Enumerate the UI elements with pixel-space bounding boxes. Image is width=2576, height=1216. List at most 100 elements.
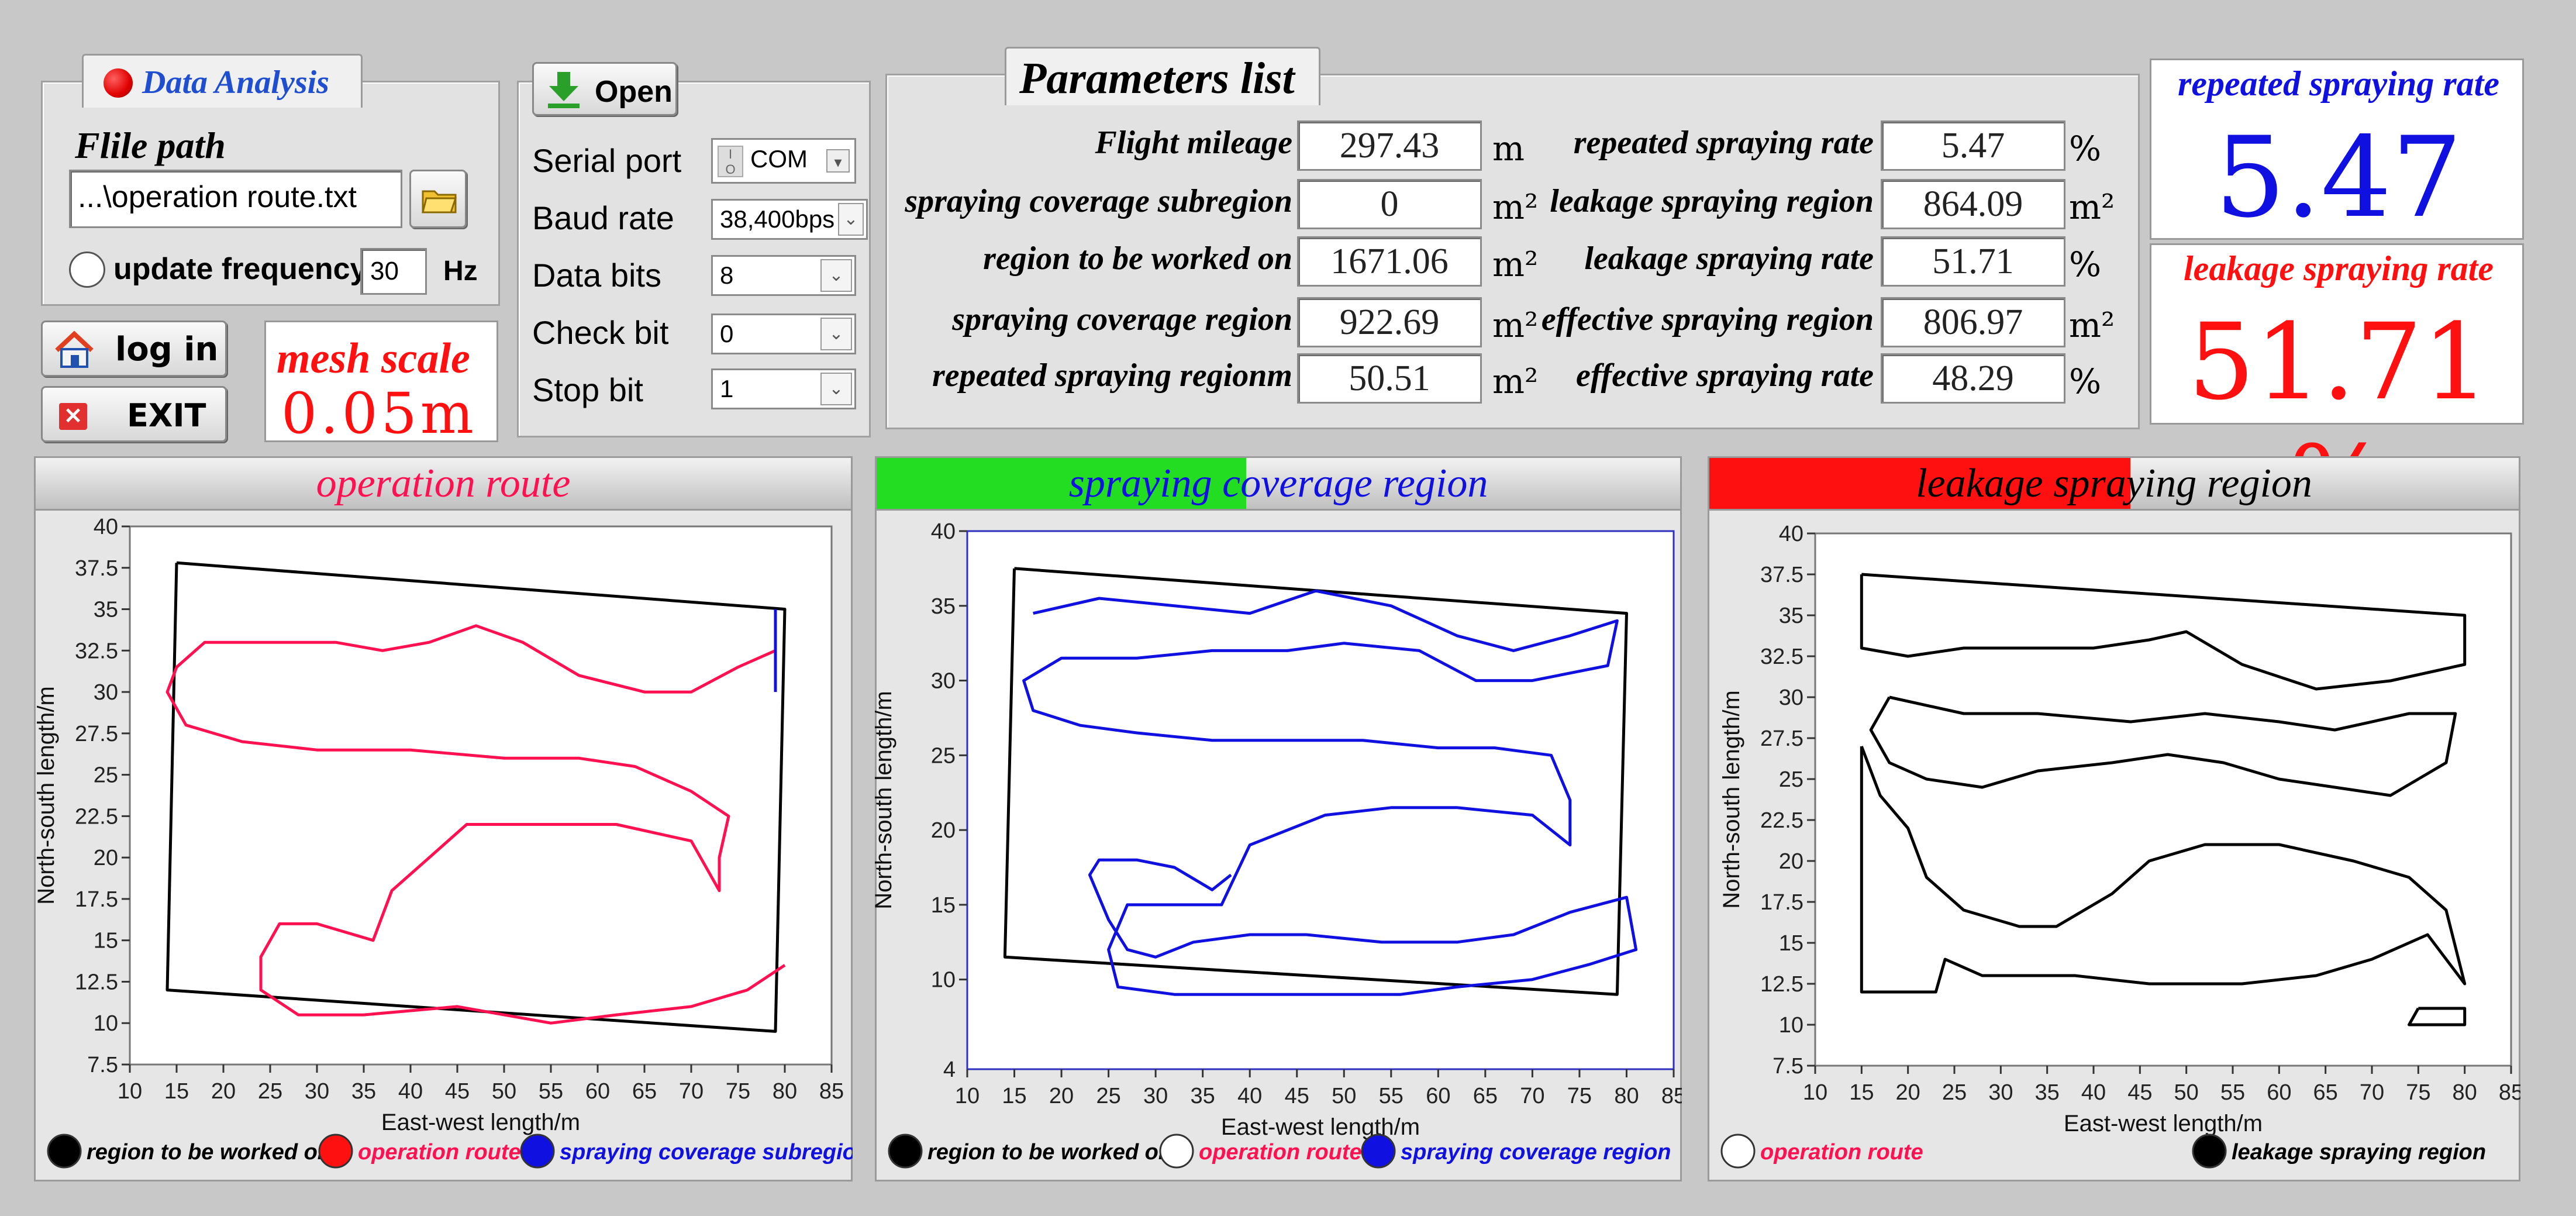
- param-label: spraying coverage subregion: [905, 183, 1292, 219]
- x-tick-label: 75: [2406, 1080, 2430, 1105]
- data-bits-select[interactable]: 8 ⌄: [711, 255, 856, 296]
- update-frequency-unit: Hz: [443, 256, 478, 287]
- y-tick-label: 10: [1779, 1013, 1803, 1038]
- x-tick-label: 45: [445, 1079, 470, 1104]
- param-unit: %: [2069, 129, 2102, 168]
- download-icon: [548, 72, 580, 108]
- y-tick-label: 35: [931, 594, 956, 619]
- x-tick-label: 20: [211, 1079, 236, 1104]
- log-in-button[interactable]: log in: [41, 321, 227, 377]
- exit-button[interactable]: ✕ EXIT: [41, 386, 227, 442]
- y-tick-label: 27.5: [75, 722, 118, 746]
- plot-area: [1814, 532, 2512, 1067]
- x-tick-label: 45: [2127, 1080, 2152, 1105]
- series-line: [1022, 589, 1638, 996]
- baud-rate-select[interactable]: 38,400bps ⌄: [711, 199, 868, 240]
- repeated-rate-label: repeated spraying rate: [2178, 64, 2499, 103]
- mesh-scale-label: mesh scale: [277, 335, 470, 383]
- y-tick-label: 30: [1779, 685, 1803, 710]
- x-tick-label: 40: [2081, 1080, 2106, 1105]
- chevron-down-icon[interactable]: ▾: [826, 149, 850, 173]
- leakage-rate-label: leakage spraying rate: [2184, 249, 2494, 288]
- chart-svg: 10 15 20 25 30 35 40 45 50 55 60 65 70 75 80 85 10 15 20 25…: [875, 519, 1682, 1169]
- update-frequency-radio[interactable]: [69, 252, 105, 288]
- param-unit: m²: [1492, 187, 1539, 227]
- param-value-field: 0: [1297, 179, 1482, 229]
- x-tick-label: 15: [1849, 1080, 1874, 1105]
- param-value-field: 51.71: [1881, 236, 2065, 287]
- stop-bit-value: 1: [720, 375, 734, 402]
- plot-area: [129, 525, 833, 1066]
- x-tick-label: 10: [118, 1079, 142, 1104]
- serial-port-label: Serial port: [532, 142, 682, 179]
- series-line: [165, 624, 786, 1025]
- data-analysis-tab[interactable]: Data Analysis: [82, 54, 363, 108]
- x-tick-label: 50: [492, 1079, 516, 1104]
- x-tick-label: 20: [1049, 1084, 1074, 1108]
- y-tick-label: 10: [94, 1011, 118, 1036]
- chevron-down-icon[interactable]: ⌄: [820, 318, 852, 350]
- baud-rate-label: Baud rate: [532, 199, 674, 236]
- y-tick-label: 20: [1779, 849, 1803, 874]
- param-unit: m: [1492, 129, 1525, 168]
- param-label: region to be worked on: [983, 240, 1292, 277]
- param-unit: m²: [2069, 305, 2115, 345]
- y-tick-label: 40: [931, 519, 956, 544]
- param-value: 1671.06: [1330, 242, 1449, 281]
- open-button[interactable]: Open: [532, 62, 677, 116]
- param-label: repeated spraying regionm: [932, 357, 1292, 394]
- x-axis-label: East-west length/m: [2064, 1111, 2263, 1136]
- check-bit-value: 0: [720, 320, 734, 347]
- param-unit: m²: [1492, 305, 1539, 345]
- legend-dot: [2192, 1134, 2227, 1169]
- update-frequency-value: 30: [370, 257, 399, 285]
- y-tick-label: 30: [931, 669, 956, 694]
- chart-header-progress: [1709, 458, 2130, 509]
- y-axis-label: North-south length/m: [875, 691, 896, 910]
- file-path-input[interactable]: ...\operation route.txt: [69, 170, 402, 228]
- param-label: effective spraying rate: [1575, 357, 1874, 394]
- chart-header-progress: [877, 458, 1246, 509]
- param-label: spraying coverage region: [952, 301, 1292, 337]
- x-tick-label: 70: [2360, 1080, 2384, 1105]
- y-tick-label: 7.5: [87, 1053, 118, 1077]
- browse-button[interactable]: [409, 170, 467, 228]
- exit-label: EXIT: [127, 397, 206, 434]
- y-tick-label: 40: [1779, 522, 1803, 546]
- legend-label: region to be worked on: [87, 1140, 331, 1165]
- x-tick-label: 85: [1661, 1084, 1682, 1108]
- legend-dot: [1159, 1134, 1194, 1169]
- chart-title: leakage spraying region: [1916, 461, 2312, 506]
- param-value: 0: [1380, 184, 1399, 224]
- legend-label: spraying coverage subregion: [560, 1140, 853, 1165]
- y-tick-label: 20: [94, 846, 118, 870]
- update-frequency-label: update frequency: [113, 252, 367, 286]
- y-tick-label: 35: [94, 598, 118, 622]
- x-tick-label: 25: [1942, 1080, 1967, 1105]
- param-value: 864.09: [1923, 184, 2023, 224]
- chevron-down-icon[interactable]: ⌄: [820, 373, 852, 405]
- parameters-tab: Parameters list: [1005, 47, 1320, 105]
- x-tick-label: 40: [398, 1079, 423, 1104]
- parameters-title: Parameters list: [1019, 54, 1295, 103]
- param-value-field: 922.69: [1297, 297, 1482, 347]
- param-value-field: 864.09: [1881, 179, 2065, 229]
- legend-label: leakage spraying region: [2232, 1140, 2486, 1165]
- x-tick-label: 75: [1567, 1084, 1592, 1108]
- y-tick-label: 22.5: [75, 804, 118, 829]
- chevron-down-icon[interactable]: ⌄: [838, 203, 864, 236]
- update-frequency-input[interactable]: 30: [360, 248, 427, 295]
- x-tick-label: 25: [258, 1079, 282, 1104]
- check-bit-select[interactable]: 0 ⌄: [711, 314, 856, 354]
- file-path-value: ...\operation route.txt: [78, 180, 357, 214]
- stop-bit-select[interactable]: 1 ⌄: [711, 368, 856, 409]
- chart-title: spraying coverage region: [1068, 461, 1488, 506]
- x-tick-label: 40: [1237, 1084, 1262, 1108]
- legend-dot: [47, 1134, 82, 1169]
- series-line: [2408, 1007, 2467, 1026]
- home-icon: [55, 330, 94, 368]
- x-tick-label: 65: [1473, 1084, 1498, 1108]
- y-tick-label: 27.5: [1760, 726, 1803, 751]
- chevron-down-icon[interactable]: ⌄: [820, 259, 852, 292]
